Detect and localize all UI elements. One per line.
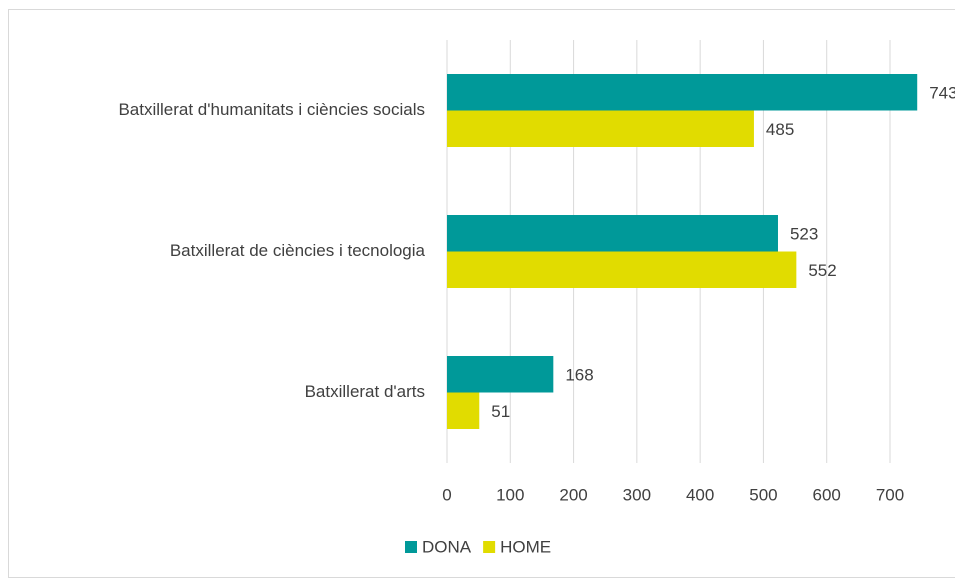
data-label: 743 [929,84,955,103]
legend-swatch [483,541,496,553]
data-label: 523 [790,225,818,244]
legend-label: DONA [422,537,472,556]
x-tick-label: 100 [496,485,524,504]
bar [447,392,480,429]
data-label: 168 [565,366,593,385]
bar [447,251,797,288]
y-tick-label: Batxillerat d'arts [305,382,425,401]
y-tick-label: Batxillerat d'humanitats i ciències soci… [118,100,425,119]
data-label: 485 [766,120,794,139]
x-tick-label: 300 [623,485,651,504]
x-tick-label: 500 [749,485,777,504]
x-tick-label: 200 [559,485,587,504]
bar [447,356,554,393]
x-tick-label: 700 [876,485,904,504]
y-tick-label: Batxillerat de ciències i tecnologia [170,241,426,260]
bar [447,110,754,147]
data-label: 552 [808,261,836,280]
x-tick-label: 400 [686,485,714,504]
x-tick-label: 600 [813,485,841,504]
legend-label: HOME [500,537,551,556]
bar [447,74,918,111]
x-tick-label: 0 [442,485,451,504]
bar [447,215,778,252]
data-label: 51 [491,402,510,421]
legend-swatch [405,541,417,553]
